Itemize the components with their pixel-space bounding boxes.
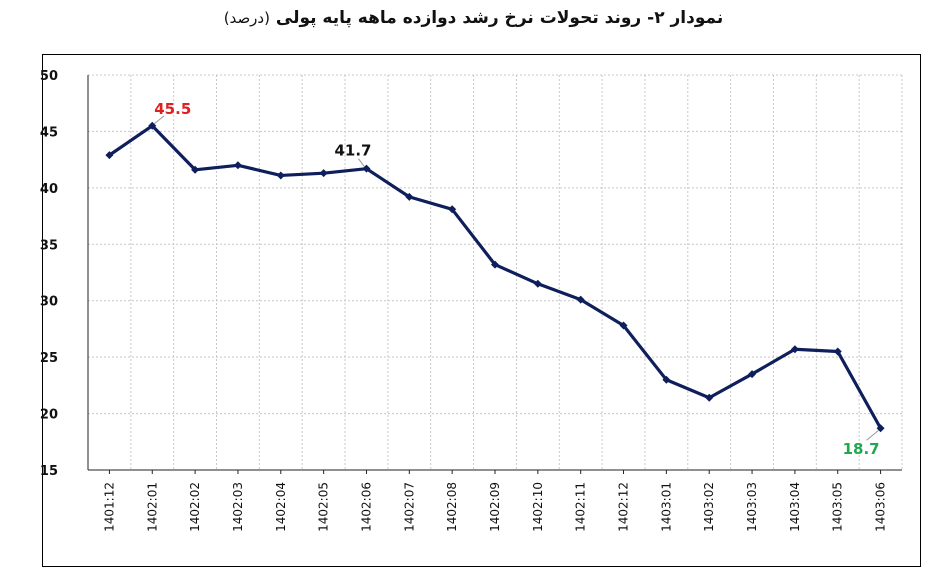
chart-title: نمودار ۲- روند تحولات نرخ رشد دوازده ماه… xyxy=(0,8,947,28)
data-label: 18.7 xyxy=(843,440,880,458)
data-point xyxy=(491,260,499,269)
x-tick-label: 1403:06 xyxy=(874,482,888,532)
annotation-leader xyxy=(358,158,365,167)
x-tick-label: 1402:04 xyxy=(274,482,288,532)
x-tick-label: 1402:05 xyxy=(317,482,331,532)
data-point xyxy=(276,171,285,180)
x-tick-label: 1403:03 xyxy=(745,482,759,532)
x-tick-label: 1401:12 xyxy=(102,482,116,532)
x-tick-label: 1402:01 xyxy=(145,482,159,532)
data-label: 45.5 xyxy=(154,100,191,118)
chart-frame xyxy=(42,54,921,567)
y-tick-label: 15 xyxy=(40,464,58,479)
data-point xyxy=(576,295,585,304)
data-label: 41.7 xyxy=(334,142,371,160)
chart-title-unit: (درصد) xyxy=(223,9,270,27)
y-tick-label: 20 xyxy=(40,408,58,423)
y-tick-label: 35 xyxy=(40,238,58,253)
data-point xyxy=(233,161,242,170)
x-tick-label: 1402:03 xyxy=(231,482,245,532)
data-point xyxy=(319,169,328,178)
x-tick-label: 1402:12 xyxy=(617,482,631,532)
y-tick-label: 40 xyxy=(40,182,58,197)
y-tick-label: 50 xyxy=(40,69,58,84)
data-point xyxy=(405,192,414,201)
x-tick-label: 1402:06 xyxy=(359,482,373,532)
x-tick-label: 1403:02 xyxy=(702,482,716,532)
data-point xyxy=(748,370,757,379)
series-line xyxy=(108,124,882,430)
x-tick-label: 1403:04 xyxy=(788,482,802,532)
x-tick-label: 1402:07 xyxy=(402,482,416,532)
y-tick-label: 45 xyxy=(40,125,58,140)
chart-title-main: نمودار ۲- روند تحولات نرخ رشد دوازده ماه… xyxy=(275,8,724,28)
annotation-leader xyxy=(866,429,879,441)
data-point xyxy=(105,151,114,160)
x-tick-label: 1402:09 xyxy=(488,482,502,532)
y-tick-label: 30 xyxy=(40,295,58,310)
data-point xyxy=(705,393,714,402)
data-point xyxy=(833,347,842,356)
data-point xyxy=(790,345,799,354)
data-point xyxy=(533,279,542,288)
data-point xyxy=(619,321,628,330)
x-tick-label: 1403:05 xyxy=(831,482,845,532)
data-point xyxy=(662,375,671,384)
x-tick-label: 1402:10 xyxy=(531,482,545,532)
data-point xyxy=(448,205,457,214)
x-tick-label: 1402:02 xyxy=(188,482,202,532)
y-tick-label: 25 xyxy=(40,351,58,366)
x-tick-label: 1402:11 xyxy=(574,482,588,532)
data-point xyxy=(191,165,200,174)
x-tick-label: 1402:08 xyxy=(445,482,459,532)
x-tick-label: 1403:01 xyxy=(659,482,673,532)
annotation-leader xyxy=(153,115,165,125)
